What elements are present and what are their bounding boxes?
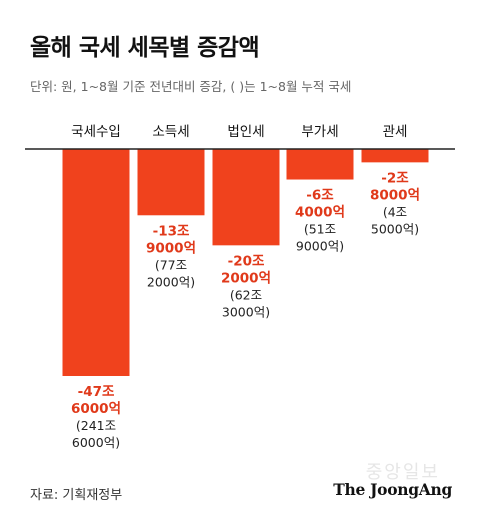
data-label-change: -6조 [306,188,334,204]
category-label: 관세 [383,124,408,140]
data-label-change: 9000억 [146,240,196,256]
data-label-total: (241조 [76,418,116,433]
data-label-total: (77조 [155,257,187,272]
bar [62,149,130,376]
source-note: 자료: 기획재정부 [30,488,123,503]
chart-title: 올해 국세 세목별 증감액 [30,35,260,61]
data-label-change: 2000억 [221,270,271,286]
data-label-change: -47조 [78,384,115,400]
category-label: 부가세 [301,124,338,140]
bar [212,149,280,246]
category-label: 국세수입 [71,124,121,140]
data-label-change: 4000억 [295,205,345,221]
chart-subtitle: 단위: 원, 1~8월 기준 전년대비 증감, ( )는 1~8월 누적 국세 [30,79,352,94]
bar [361,149,429,163]
bar-chart: 국세수입 소득세 법인세 부가세 관세-47조6000억(241조6000억)-13조9… [25,124,455,450]
data-label-total: (51조 [304,222,336,237]
data-label-total: 3000억) [222,304,270,319]
data-label-change: -13조 [153,223,190,239]
watermark: 중앙일보 [365,462,440,483]
brand-logo: The JoongAng [333,480,452,499]
data-label-total: 2000억) [147,274,195,289]
category-label: 법인세 [227,124,264,140]
category-label: 소득세 [152,124,189,140]
data-label-total: (62조 [230,287,262,302]
data-label-change: -20조 [228,253,265,269]
data-label-change: 6000억 [71,401,121,417]
bar [286,149,354,180]
data-label-total: 5000억) [371,221,419,236]
bar [137,149,205,216]
data-label-change: 8000억 [370,187,420,203]
data-label-total: (4조 [383,204,407,219]
data-label-total: 6000억) [72,435,120,450]
data-label-total: 9000억) [296,239,344,254]
data-label-change: -2조 [381,170,409,186]
